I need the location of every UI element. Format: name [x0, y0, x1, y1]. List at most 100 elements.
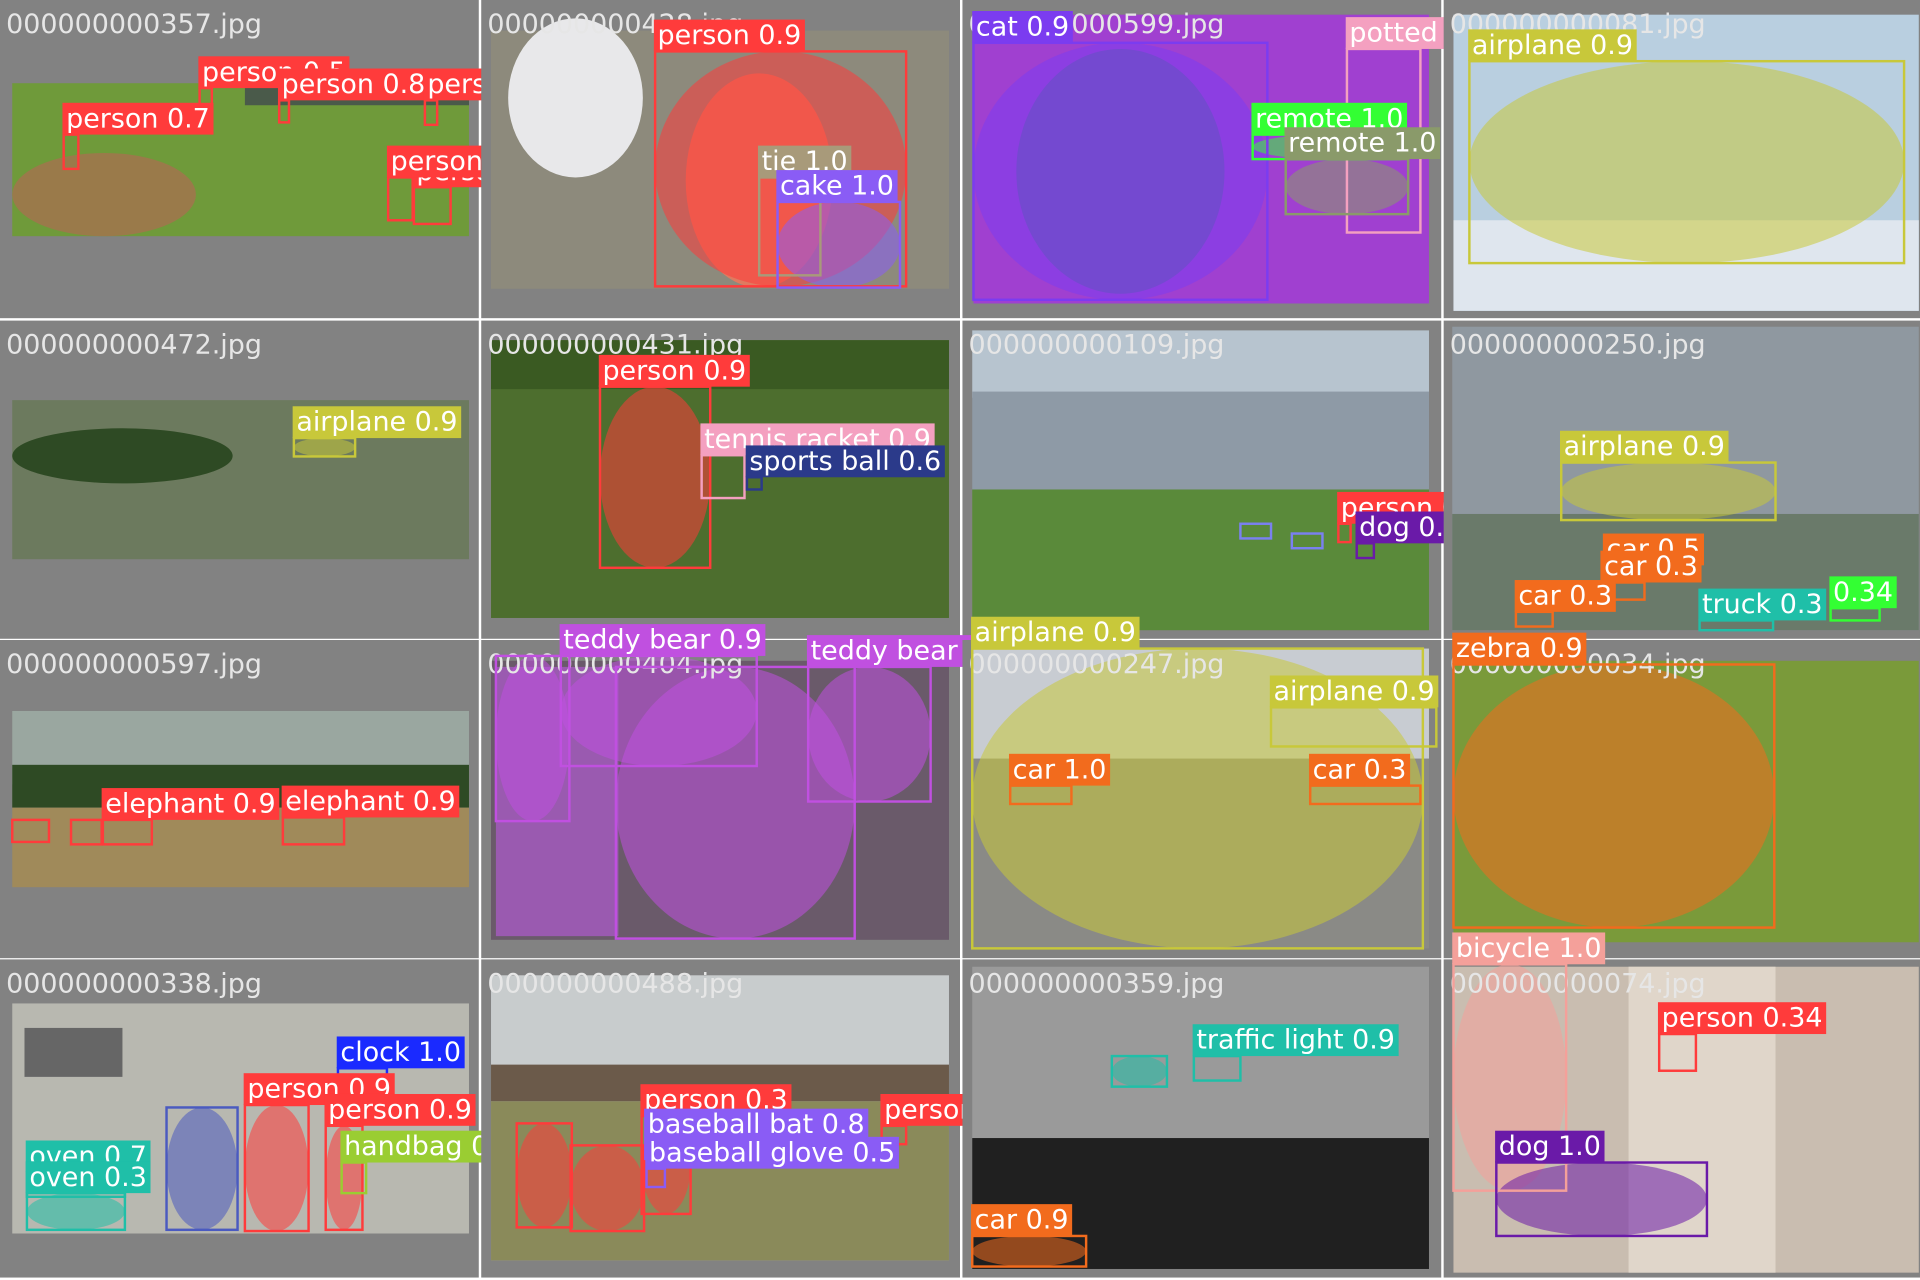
- label-background: [776, 170, 898, 202]
- detection-label: cake 1.0: [780, 171, 894, 202]
- bounding-box: [972, 41, 1269, 302]
- detection-label: person 0.9: [328, 1094, 472, 1125]
- label-background: [653, 19, 805, 52]
- detection-label: airplane 0.9: [1273, 676, 1434, 707]
- photo-region: [12, 152, 196, 237]
- bounding-box: [1468, 59, 1906, 265]
- bounding-box: [1452, 663, 1776, 929]
- detection-label: cat 0.9: [976, 11, 1069, 42]
- detection-label: baseball bat 0.8: [648, 1109, 865, 1140]
- detection-label: airplane 0.9: [975, 617, 1136, 648]
- segmentation-mask: [1469, 61, 1905, 264]
- detection-label: car 0.9: [975, 1205, 1069, 1236]
- filename: 000000000357.jpg: [6, 9, 262, 40]
- detection-label: 0.34: [1833, 577, 1893, 608]
- segmentation-mask: [972, 648, 1423, 949]
- bounding-box: [1290, 532, 1324, 550]
- label-background: [1495, 1130, 1605, 1163]
- label-background: [971, 616, 1140, 649]
- label-background: [1284, 127, 1441, 160]
- label-background: [1560, 430, 1729, 463]
- filename: 000000000109.jpg: [969, 330, 1225, 361]
- photo-region: [972, 330, 1429, 398]
- detection-label: airplane 0.9: [1564, 431, 1725, 462]
- segmentation-mask: [495, 655, 570, 822]
- segmentation-mask: [1453, 664, 1775, 928]
- detection-label: traffic light 0.9: [1196, 1025, 1395, 1056]
- detection-label: car 0.3: [1313, 754, 1407, 785]
- label-background: [324, 1093, 476, 1126]
- label-background: [1514, 580, 1616, 612]
- bounding-box: [69, 818, 103, 846]
- segmentation-mask: [600, 386, 711, 568]
- label-background: [559, 624, 766, 656]
- tile: 000000000359.jpg traffic light 0.9 car 0.9: [962, 959, 1442, 1278]
- segmentation-mask: [973, 42, 1268, 300]
- detection-label: oven 0.3: [29, 1162, 146, 1193]
- filename: 000000000250.jpg: [1450, 330, 1706, 361]
- segmentation-mask: [244, 1105, 309, 1232]
- detection-label: bicycle 1.0: [1456, 933, 1602, 964]
- segmentation-mask: [777, 201, 900, 288]
- label-background: [971, 1204, 1073, 1236]
- label-background: [1308, 753, 1411, 786]
- detection-label: clock 1.0: [340, 1037, 461, 1068]
- segmentation-mask: [1111, 1056, 1167, 1087]
- detection-label: truck 0.3: [1702, 589, 1822, 620]
- segmentation-mask: [26, 1193, 125, 1230]
- label-background: [1657, 1002, 1827, 1035]
- segmentation-mask: [972, 1235, 1087, 1267]
- filename: 000000000472.jpg: [6, 330, 262, 361]
- detection-label: car 1.0: [1013, 754, 1107, 785]
- label-background: [1269, 675, 1439, 708]
- segmentation-mask: [293, 438, 356, 457]
- detection-label: airplane 0.9: [1472, 30, 1633, 61]
- tile: 000000000597.jpg elephant 0.9 elephant 0.9: [0, 640, 479, 959]
- label-background: [281, 785, 460, 818]
- label-background: [101, 788, 280, 820]
- label-background: [1698, 588, 1827, 621]
- bounding-box: [1239, 522, 1273, 540]
- bounding-box: [569, 1144, 646, 1233]
- photo-region: [12, 428, 233, 484]
- label-background: [1829, 576, 1897, 609]
- filename: 000000000359.jpg: [969, 968, 1225, 999]
- detection-label: person 0.8: [282, 69, 426, 100]
- label-background: [1468, 29, 1637, 62]
- label-background: [292, 406, 462, 439]
- label-background: [336, 1036, 465, 1069]
- bounding-box: [165, 1106, 239, 1232]
- label-background: [1452, 632, 1587, 665]
- segmentation-mask: [570, 1145, 645, 1232]
- label-background: [598, 354, 750, 387]
- label-background: [1452, 932, 1606, 965]
- detection-label: zebra 0.9: [1456, 633, 1583, 664]
- filename: 000000000338.jpg: [6, 968, 262, 999]
- filename: 000000000247.jpg: [969, 649, 1225, 680]
- detection-label: elephant 0.9: [105, 789, 275, 820]
- detection-label: sports ball 0.6: [749, 446, 941, 477]
- photo-region: [24, 1027, 123, 1077]
- photo-region: [972, 391, 1429, 490]
- segmentation-mask: [516, 1123, 572, 1228]
- detection-label: person 0.9: [658, 20, 802, 51]
- label-background: [644, 1108, 869, 1141]
- detection-label: remote 1.0: [1288, 128, 1436, 159]
- label-background: [1192, 1024, 1399, 1057]
- detection-label: elephant 0.9: [285, 786, 455, 817]
- label-background: [1600, 550, 1702, 583]
- filename: 000000000597.jpg: [6, 649, 262, 680]
- bounding-box: [1110, 1054, 1169, 1088]
- filename: 000000000488.jpg: [487, 968, 743, 999]
- segmentation-mask: [1496, 1162, 1707, 1236]
